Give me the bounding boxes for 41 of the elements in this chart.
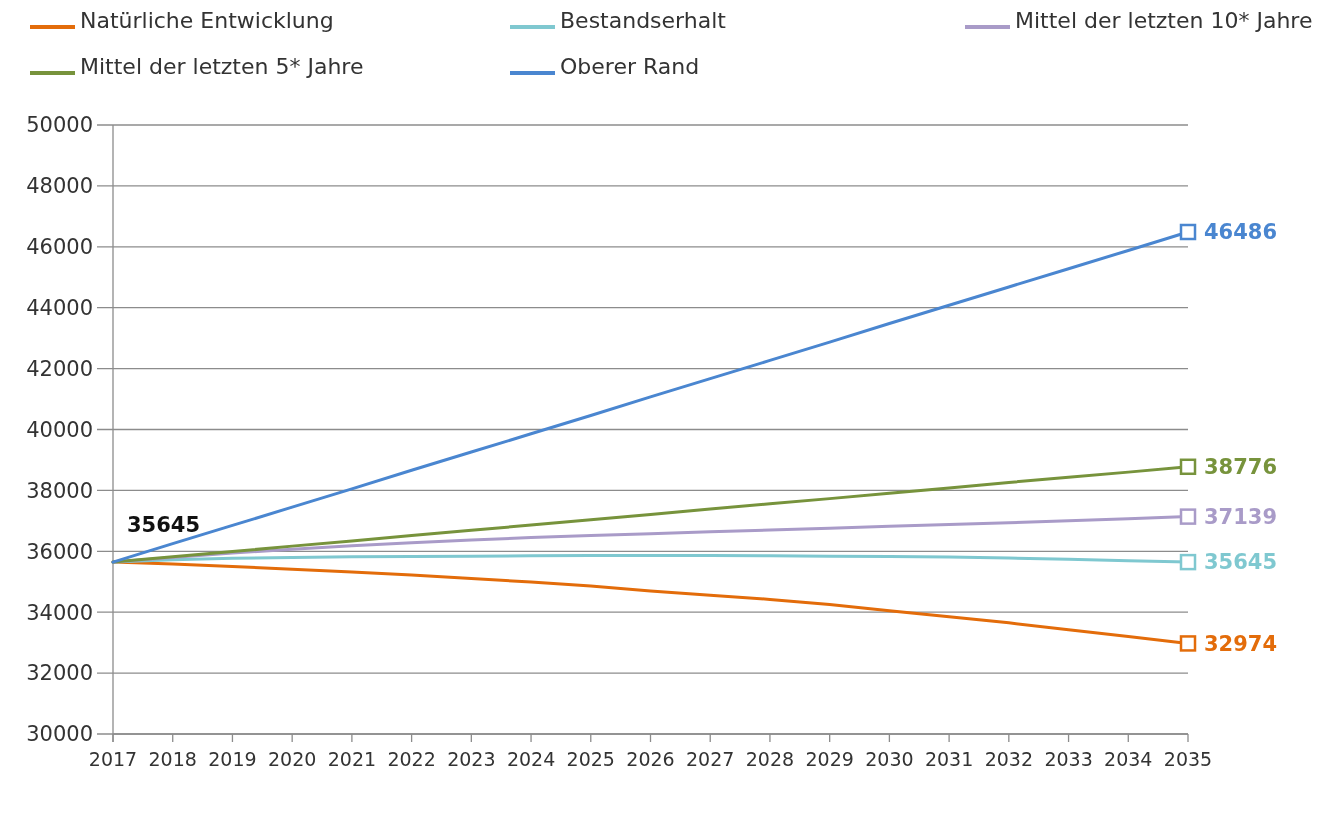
data-label: 32974 [1204, 631, 1278, 656]
data-label: 38776 [1204, 455, 1278, 480]
legend-label: Mittel der letzten 10* Jahre [1015, 7, 1313, 33]
y-tick-label: 34000 [26, 600, 93, 625]
legend-label: Bestandserhalt [560, 7, 727, 33]
x-tick-label: 2025 [566, 748, 615, 770]
x-tick-label: 2024 [506, 748, 556, 770]
y-tick-label: 40000 [26, 417, 93, 442]
x-tick-label: 2028 [745, 748, 795, 770]
x-tick-label: 2017 [88, 748, 138, 770]
x-tick-label: 2027 [686, 748, 735, 770]
x-tick-label: 2023 [447, 748, 496, 770]
x-tick-label: 2032 [984, 748, 1034, 770]
x-tick-label: 2031 [924, 748, 974, 770]
data-label: 35645 [1204, 550, 1278, 575]
x-tick-label: 2022 [387, 748, 436, 770]
y-tick-label: 38000 [26, 478, 93, 503]
y-tick-label: 50000 [26, 113, 93, 138]
x-tick-label: 2018 [148, 748, 197, 770]
x-tick-label: 2026 [626, 748, 675, 770]
y-tick-label: 36000 [26, 539, 93, 564]
y-tick-label: 42000 [26, 356, 93, 381]
data-label: 37139 [1204, 504, 1278, 529]
y-tick-label: 44000 [26, 296, 93, 321]
legend-label: Oberer Rand [560, 53, 700, 79]
data-label: 46486 [1204, 220, 1278, 245]
x-tick-label: 2020 [267, 748, 317, 770]
y-tick-label: 46000 [26, 235, 93, 260]
y-tick-label: 32000 [26, 661, 93, 686]
y-tick-label: 30000 [26, 722, 93, 747]
x-tick-label: 2033 [1044, 748, 1093, 770]
legend-label: Mittel der letzten 5* Jahre [80, 53, 364, 79]
annotation: 35645 [127, 513, 201, 538]
x-tick-label: 2029 [805, 748, 854, 770]
x-tick-label: 2035 [1163, 748, 1213, 770]
legend-label: Natürliche Entwicklung [80, 7, 334, 33]
x-tick-label: 2030 [865, 748, 914, 770]
x-tick-label: 2019 [208, 748, 257, 770]
x-tick-label: 2021 [327, 748, 377, 770]
x-tick-label: 2034 [1104, 748, 1153, 770]
y-tick-label: 48000 [26, 174, 93, 199]
